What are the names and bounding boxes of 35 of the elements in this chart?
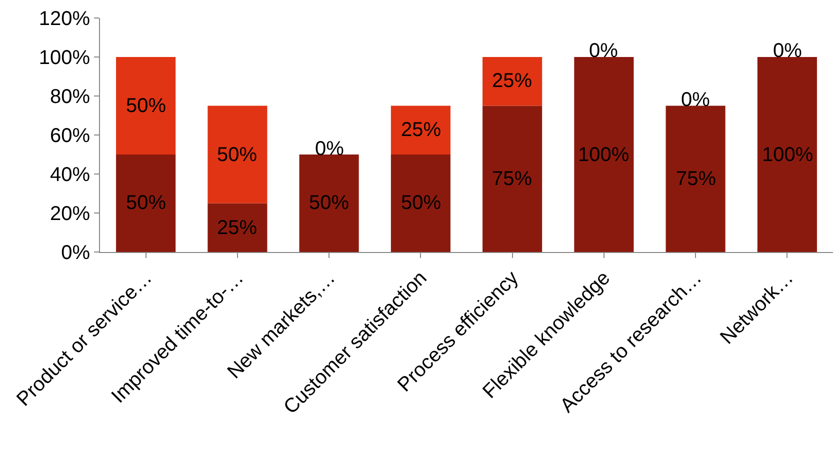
- data-label: 25%: [492, 70, 532, 92]
- y-tick-label: 120%: [38, 8, 90, 30]
- bar: [757, 57, 817, 252]
- y-tick-label: 40%: [50, 164, 90, 186]
- bar: [299, 154, 359, 252]
- data-label: 50%: [309, 192, 350, 214]
- y-tick-label: 100%: [38, 47, 90, 69]
- y-tick-label: 0%: [61, 242, 90, 264]
- data-label: 50%: [401, 192, 442, 214]
- bar: [116, 57, 176, 154]
- y-tick-label: 20%: [50, 203, 90, 225]
- data-label: 0%: [315, 138, 344, 160]
- bar: [208, 106, 268, 204]
- bar: [482, 57, 542, 106]
- bar: [666, 106, 726, 252]
- bar: [482, 106, 542, 252]
- data-label: 100%: [762, 144, 814, 166]
- data-label: 75%: [676, 168, 716, 190]
- bar: [208, 203, 268, 252]
- data-label: 50%: [126, 192, 166, 214]
- bar: [390, 106, 450, 154]
- data-label: 0%: [589, 40, 618, 62]
- data-label: 50%: [126, 95, 166, 117]
- data-label: 0%: [773, 40, 802, 62]
- data-label: 50%: [217, 144, 258, 166]
- data-label: 75%: [492, 168, 532, 190]
- data-label: 25%: [217, 217, 258, 239]
- data-label: 100%: [578, 144, 630, 166]
- y-tick-label: 80%: [50, 86, 90, 108]
- y-tick-label: 60%: [50, 125, 90, 147]
- data-label: 25%: [401, 119, 442, 141]
- bar: [574, 57, 634, 252]
- bar: [390, 154, 450, 252]
- bar: [116, 154, 176, 252]
- data-label: 0%: [681, 89, 710, 111]
